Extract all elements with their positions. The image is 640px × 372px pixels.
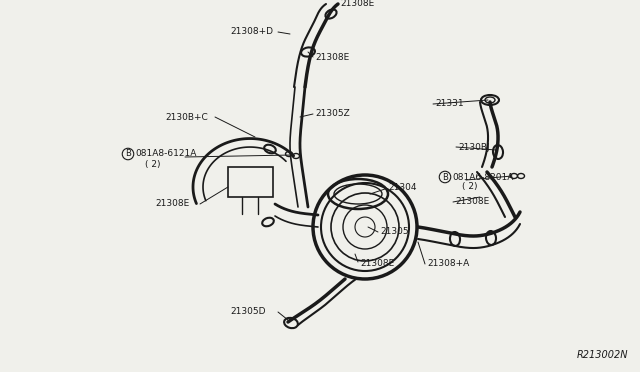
Text: 081A8-6121A: 081A8-6121A	[135, 150, 196, 158]
Text: 21308E: 21308E	[455, 198, 489, 206]
Text: 081A6-8201A: 081A6-8201A	[452, 173, 513, 182]
Text: 21304: 21304	[388, 183, 417, 192]
Text: 21308+A: 21308+A	[427, 260, 469, 269]
Text: 21308+D: 21308+D	[230, 28, 273, 36]
Text: 21308E: 21308E	[155, 199, 189, 208]
Text: 21305D: 21305D	[230, 308, 266, 317]
Text: 21305Z: 21305Z	[315, 109, 349, 119]
Text: 21308E: 21308E	[340, 0, 374, 9]
Text: 21308E: 21308E	[360, 260, 394, 269]
Text: 21308E: 21308E	[315, 52, 349, 61]
Text: 2130BJ: 2130BJ	[458, 142, 490, 151]
Text: 2130B+C: 2130B+C	[165, 112, 208, 122]
Text: ( 2): ( 2)	[145, 160, 161, 169]
Text: R213002N: R213002N	[577, 350, 628, 360]
Text: B: B	[442, 173, 448, 182]
Text: 21331: 21331	[435, 99, 463, 109]
Text: 21305: 21305	[380, 228, 408, 237]
Text: ( 2): ( 2)	[462, 183, 477, 192]
Bar	[228, 167, 273, 197]
Text: B: B	[125, 150, 131, 158]
